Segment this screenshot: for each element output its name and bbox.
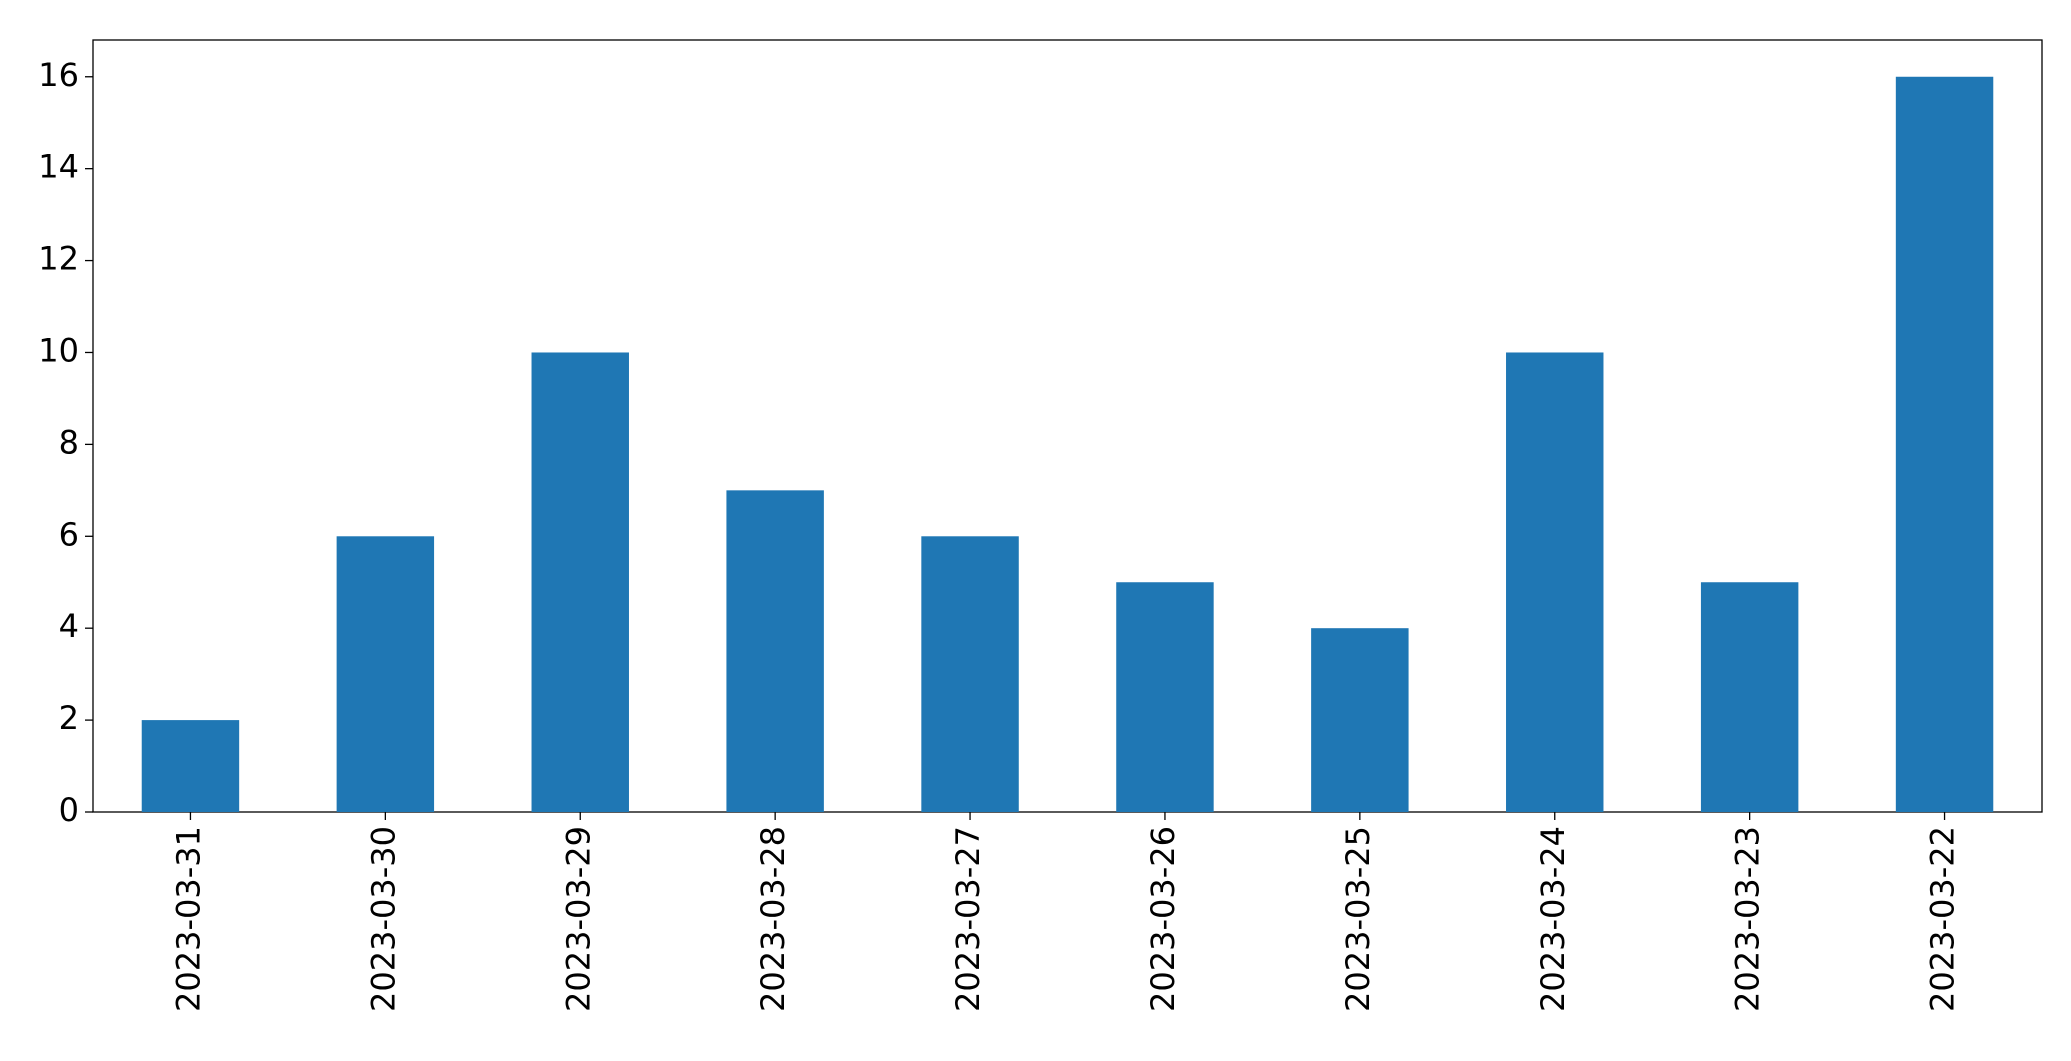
bar: [726, 490, 824, 812]
bar: [141, 720, 240, 812]
bar: [921, 536, 1019, 812]
y-tick-label: 14: [38, 148, 79, 186]
bar: [1895, 76, 1994, 812]
y-tick-label: 12: [38, 240, 79, 278]
bar: [531, 352, 629, 812]
y-tick-label: 8: [59, 423, 79, 461]
y-tick-label: 16: [38, 56, 79, 94]
bar: [1506, 352, 1604, 812]
bar: [1116, 582, 1214, 812]
x-tick-label: 2023-03-27: [949, 826, 987, 1012]
y-tick-label: 10: [38, 331, 79, 369]
bar: [1700, 582, 1799, 812]
x-tick-label: 2023-03-24: [1534, 826, 1572, 1012]
x-tick-label: 2023-03-30: [364, 826, 402, 1012]
y-tick-label: 0: [59, 791, 79, 829]
x-tick-label: 2023-03-26: [1144, 826, 1182, 1012]
y-tick-label: 6: [59, 515, 79, 553]
y-tick-label: 2: [59, 699, 79, 737]
x-tick-label: 2023-03-31: [169, 826, 207, 1012]
x-tick-label: 2023-03-25: [1339, 826, 1377, 1012]
x-tick-label: 2023-03-22: [1924, 826, 1962, 1012]
bar: [336, 536, 435, 812]
x-tick-label: 2023-03-23: [1729, 826, 1767, 1012]
x-tick-label: 2023-03-29: [559, 826, 597, 1012]
y-tick-label: 4: [59, 607, 79, 645]
x-tick-label: 2023-03-28: [754, 826, 792, 1012]
plot-frame: [92, 39, 2043, 813]
bar: [1311, 628, 1409, 812]
